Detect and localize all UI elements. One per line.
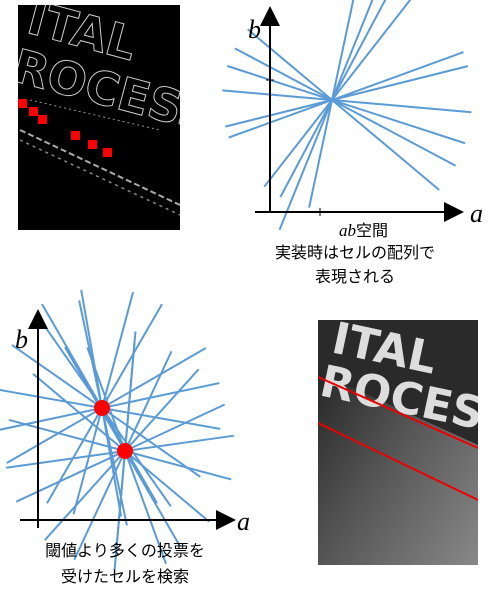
caption: 受けたセルを検索 [61, 567, 189, 586]
vote-line [278, 0, 374, 231]
vote-line [247, 28, 440, 191]
peak [94, 400, 110, 416]
ab-space: b a ab空間 実装時はセルの配列で 表現される [222, 0, 483, 286]
axis-label: a [470, 199, 483, 228]
vote-line [228, 51, 464, 139]
photo: ITAL ROCESS [318, 320, 478, 565]
vote-line [308, 0, 355, 208]
vote-line [222, 89, 472, 114]
peak [117, 443, 133, 459]
axis-label: a [237, 507, 250, 536]
axis-label: b [15, 325, 28, 354]
caption: ab空間 [339, 221, 388, 240]
caption: 閾値より多くの投票を [45, 541, 205, 560]
axis-label: b [248, 15, 261, 44]
vote-line [263, 0, 412, 188]
vote-line [227, 65, 466, 145]
vote-space: b a 閾値より多くの投票を 受けたセルを検索 [0, 289, 250, 586]
vote-line [234, 47, 457, 167]
vote-line [225, 65, 469, 128]
note: 実装時はセルの配列で [275, 243, 435, 262]
edge-image: ITAL ROCESS [18, 5, 180, 230]
note: 表現される [315, 267, 395, 286]
vote-line [279, 0, 387, 198]
caption-var: ab [339, 221, 356, 240]
caption-word: 空間 [356, 221, 388, 240]
